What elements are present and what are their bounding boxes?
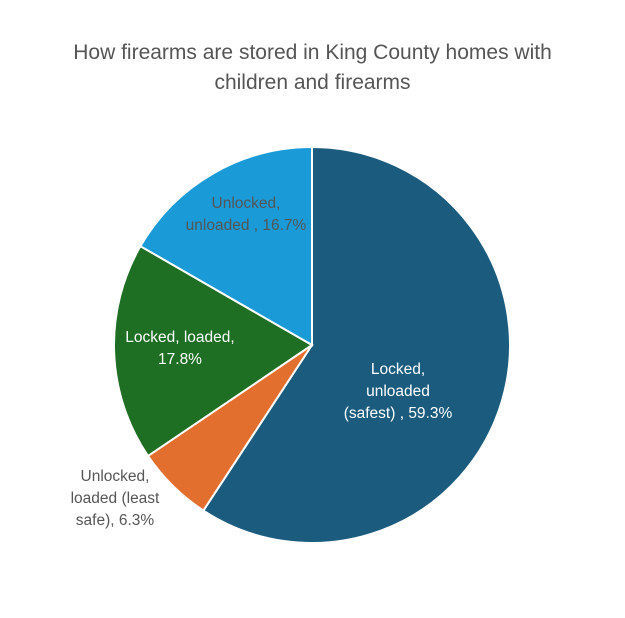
chart-title-line-1: How firearms are stored in King County h…: [73, 41, 552, 64]
chart-title: How firearms are stored in King County h…: [0, 38, 625, 98]
slice-label-line: Locked,: [371, 361, 425, 378]
slice-label-line: unloaded: [366, 383, 430, 400]
slice-label-line: 17.8%: [158, 351, 202, 368]
slice-label-line: Unlocked,: [212, 195, 281, 212]
slice-label-line: unloaded , 16.7%: [186, 217, 307, 234]
pie-slice: [113, 244, 314, 458]
slice-label: Unlocked, loaded (least safe), 6.3%: [71, 468, 160, 529]
slice-label: Unlocked, unloaded , 16.7%: [186, 195, 307, 234]
slice-label-line: Locked, loaded,: [125, 329, 234, 346]
slice-label: Locked, loaded, 17.8%: [125, 329, 234, 368]
slice-label-line: loaded (least: [71, 490, 160, 507]
slice-label-line: Unlocked,: [81, 468, 150, 485]
pie-slice: [139, 145, 313, 347]
slice-label-line: (safest) , 59.3%: [344, 405, 453, 422]
chart-title-line-2: children and firearms: [214, 71, 411, 94]
slice-label: Locked, unloaded (safest) , 59.3%: [344, 361, 453, 422]
pie-slice: [202, 145, 511, 544]
slice-label-line: safe), 6.3%: [76, 512, 155, 529]
